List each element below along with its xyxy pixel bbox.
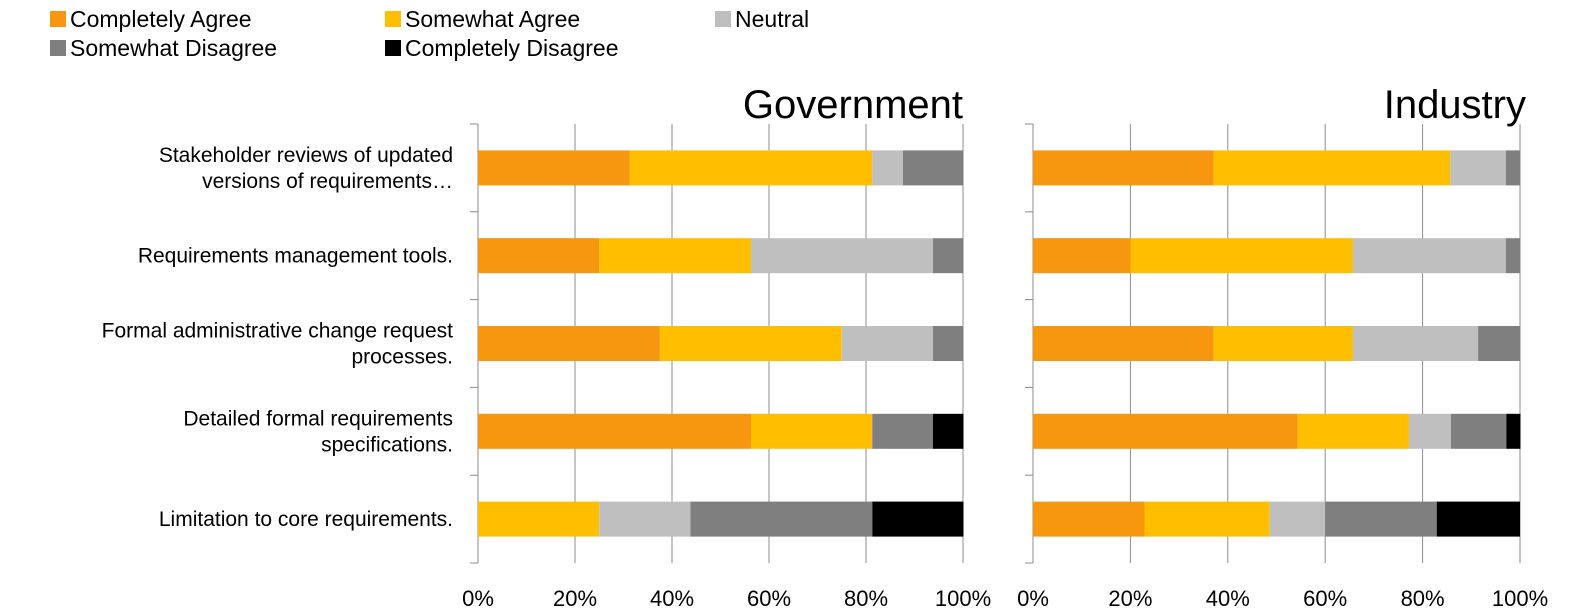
bar-p0-cat3-s4	[932, 413, 964, 449]
x-tick-label-p0-0: 0%	[462, 586, 494, 611]
bar-p1-cat0-s1	[1213, 150, 1451, 186]
bar-p1-cat3-s3	[1450, 413, 1507, 449]
legend-label-2: Neutral	[735, 6, 809, 32]
category-label-2-line-1: processes.	[351, 346, 453, 369]
x-tick-label-p0-4: 80%	[844, 586, 888, 611]
bar-p1-cat2-s1	[1213, 326, 1353, 361]
bar-p0-cat3-s1	[751, 413, 873, 449]
bar-p1-cat3-s4	[1506, 413, 1521, 449]
bar-p1-cat0-s3	[1505, 150, 1520, 186]
category-label-4: Limitation to core requirements.	[159, 508, 453, 531]
x-tick-label-p1-1: 20%	[1108, 586, 1152, 611]
bar-p0-cat4-s4	[872, 501, 964, 537]
x-tick-label-p1-4: 80%	[1401, 586, 1445, 611]
x-tick-label-p1-0: 0%	[1017, 586, 1049, 611]
bar-p0-cat4-s3	[690, 501, 873, 537]
bar-p0-cat1-s3	[932, 238, 964, 274]
bar-p0-cat1-s2	[751, 238, 933, 274]
bar-p0-cat4-s1	[478, 501, 600, 537]
bar-p1-cat3-s1	[1297, 413, 1409, 449]
bar-p1-cat2-s3	[1478, 326, 1520, 361]
x-tick-label-p0-1: 20%	[553, 586, 597, 611]
bar-p1-cat1-s0	[1033, 238, 1131, 274]
bar-p0-cat0-s2	[872, 150, 903, 186]
bar-p1-cat2-s2	[1352, 326, 1479, 361]
bar-p0-cat2-s0	[478, 326, 660, 361]
bar-p0-cat0-s1	[629, 150, 873, 186]
x-tick-label-p1-2: 40%	[1206, 586, 1250, 611]
category-label-2-line-0: Formal administrative change request	[102, 320, 453, 343]
panel-title-1: Industry	[1384, 83, 1526, 127]
bar-p0-cat0-s0	[478, 150, 630, 186]
x-tick-label-p1-3: 60%	[1303, 586, 1347, 611]
bar-p1-cat1-s2	[1352, 238, 1506, 274]
bar-p1-cat4-s4	[1436, 501, 1520, 537]
bar-p0-cat1-s0	[478, 238, 600, 274]
bar-p1-cat4-s3	[1325, 501, 1437, 537]
category-label-1: Requirements management tools.	[138, 245, 453, 268]
bar-p1-cat3-s2	[1408, 413, 1451, 449]
panel-title-0: Government	[743, 83, 963, 127]
bar-p1-cat4-s1	[1144, 501, 1270, 537]
category-label-0-line-0: Stakeholder reviews of updated	[159, 144, 453, 167]
bar-p0-cat3-s3	[872, 413, 933, 449]
legend-label-1: Somewhat Agree	[405, 6, 580, 32]
bar-p1-cat4-s2	[1269, 501, 1326, 537]
legend-label-4: Completely Disagree	[405, 35, 618, 61]
legend-swatch-3	[50, 40, 66, 56]
bar-p1-cat1-s1	[1130, 238, 1353, 274]
x-tick-label-p0-2: 40%	[650, 586, 694, 611]
bar-p1-cat0-s2	[1450, 150, 1506, 186]
bar-p0-cat3-s0	[478, 413, 752, 449]
legend-label-0: Completely Agree	[70, 6, 252, 32]
bar-p0-cat0-s3	[902, 150, 964, 186]
x-tick-label-p0-3: 60%	[747, 586, 791, 611]
bar-p1-cat1-s3	[1505, 238, 1520, 274]
bar-p0-cat2-s2	[841, 326, 933, 361]
bar-p1-cat0-s0	[1033, 150, 1214, 186]
bar-p1-cat2-s0	[1033, 326, 1214, 361]
legend-swatch-1	[385, 11, 401, 27]
legend-swatch-2	[715, 11, 731, 27]
bar-p0-cat4-s2	[599, 501, 691, 537]
category-label-0-line-1: versions of requirements…	[202, 170, 453, 193]
bar-p0-cat2-s1	[659, 326, 842, 361]
legend-label-3: Somewhat Disagree	[70, 35, 277, 61]
category-label-3-line-1: specifications.	[321, 433, 453, 456]
legend-swatch-4	[385, 40, 401, 56]
x-tick-label-p1-5: 100%	[1492, 586, 1548, 611]
bar-p1-cat3-s0	[1033, 413, 1298, 449]
bar-p0-cat2-s3	[932, 326, 964, 361]
legend-swatch-0	[50, 11, 66, 27]
bar-p0-cat1-s1	[599, 238, 752, 274]
category-label-3-line-0: Detailed formal requirements	[183, 407, 453, 430]
x-tick-label-p0-5: 100%	[935, 586, 991, 611]
bar-p1-cat4-s0	[1033, 501, 1145, 537]
